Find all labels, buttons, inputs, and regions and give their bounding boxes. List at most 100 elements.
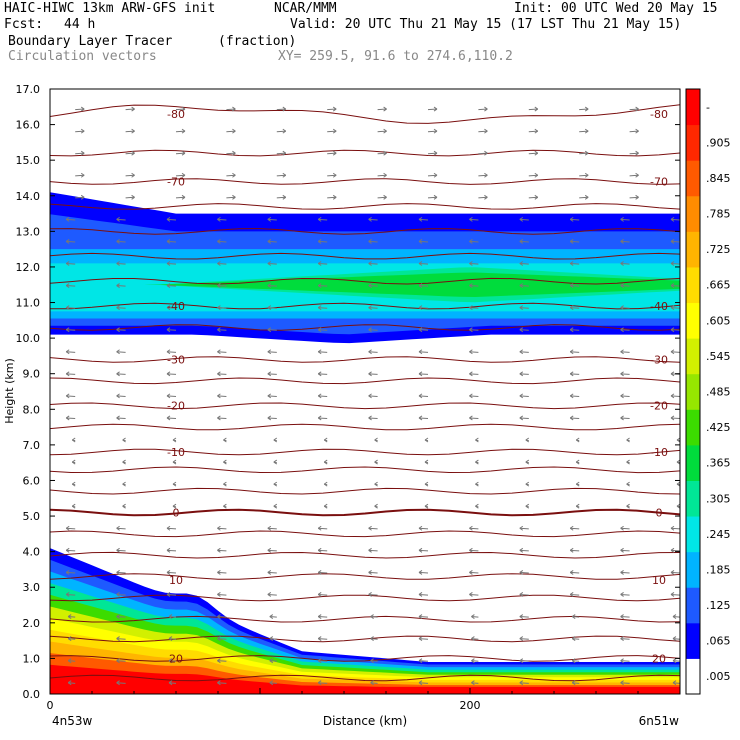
field-name: Boundary Layer Tracer (8, 34, 173, 49)
vector-arrow (217, 351, 227, 353)
vector-arrow (116, 593, 126, 596)
vector-arrow (68, 660, 76, 662)
vector-arrow (318, 571, 328, 574)
vector-arrow-head (166, 393, 171, 399)
vector-arrow-head (368, 239, 372, 244)
vector-arrow-head (217, 680, 221, 686)
vector-arrow-head (534, 150, 539, 156)
vector-arrow (670, 527, 680, 530)
vector-arrow (116, 571, 126, 574)
vector-arrow (116, 262, 126, 265)
vector-arrow-head (569, 569, 574, 575)
vector-arrow-head (525, 503, 530, 509)
vector-arrow (166, 307, 177, 309)
vector-arrow (166, 593, 177, 596)
vector-arrow (166, 549, 177, 552)
vector-arrow-head (217, 283, 221, 288)
vector-arrow (469, 527, 479, 530)
colorbar-swatch (686, 160, 700, 197)
vector-arrow-head (217, 658, 221, 664)
vector-arrow (217, 285, 227, 287)
vector-arrow-head (217, 569, 221, 575)
vector-arrow (226, 196, 236, 199)
vector-arrow-head (267, 592, 272, 597)
vector-arrow-head (370, 658, 374, 664)
vector-arrow-head (368, 393, 372, 399)
temperature-contour (50, 324, 680, 331)
vector-arrow (368, 262, 378, 265)
colorbar-label: .305 (706, 492, 731, 505)
vector-arrow (469, 593, 479, 596)
vector-arrow-head (217, 393, 221, 399)
vector-arrow-head (67, 680, 72, 686)
temperature-contour (50, 377, 680, 385)
vector-arrow-head (122, 437, 126, 443)
vector-arrow (670, 329, 680, 331)
vector-arrow (469, 240, 479, 243)
vector-arrow (318, 307, 328, 309)
vector-arrow-head (122, 459, 126, 465)
vector-arrow-head (323, 481, 328, 487)
vector-arrow-head (232, 172, 236, 178)
vector-arrow (620, 329, 630, 331)
vector-arrow (519, 240, 529, 243)
vector-arrow-head (116, 239, 120, 244)
vector-arrow-head (475, 481, 479, 487)
vector-arrow-head (166, 305, 171, 311)
colorbar-swatch (686, 551, 700, 588)
vector-arrow (269, 682, 277, 684)
vector-arrow-head (534, 172, 539, 178)
vector-arrow (166, 218, 177, 221)
vector-arrow (116, 373, 126, 375)
vector-arrow-head (575, 481, 580, 487)
vector-arrow (217, 571, 227, 574)
vector-arrow-head (469, 569, 473, 575)
vector-arrow-head (269, 680, 274, 686)
vector-arrow-head (368, 261, 372, 266)
vector-arrow (418, 307, 429, 309)
vector-arrow-head (433, 194, 438, 200)
x-axis: 0 200 (47, 688, 681, 712)
vector-arrow-head (569, 239, 574, 244)
vector-arrow-head (569, 283, 574, 288)
vector-arrow-head (71, 481, 76, 487)
vector-arrow-head (418, 261, 423, 266)
colorbar-swatch (686, 516, 700, 553)
vector-arrow (217, 638, 227, 640)
vector-arrow (427, 108, 438, 111)
vector-arrow-head (317, 327, 322, 333)
vector-arrow-head (131, 172, 135, 178)
vector-arrow-head (575, 503, 580, 509)
vector-arrow (175, 130, 186, 133)
vector-arrow-head (67, 636, 72, 642)
vector-arrow (570, 527, 580, 530)
vector-arrow (116, 682, 126, 684)
y-tick-label: 16.0 (16, 119, 41, 132)
vector-arrow-head (484, 194, 488, 200)
vector-arrow (66, 549, 76, 552)
vector-arrow (125, 130, 135, 133)
plot-frame (49, 88, 681, 695)
vector-arrow-head (569, 216, 574, 222)
y-tick-label: 0.0 (23, 688, 41, 701)
vector-arrow-head (519, 305, 524, 311)
vector-arrow-head (469, 239, 473, 244)
temperature-contour (50, 178, 680, 185)
vector-arrow-head (332, 172, 337, 178)
vector-arrow-head (172, 503, 177, 509)
contour-label: -10 (650, 446, 668, 459)
vector-arrow (217, 682, 227, 684)
vector-arrow-head (131, 128, 135, 134)
vector-arrow-head (626, 481, 630, 487)
vector-arrow-head (166, 592, 171, 597)
contour-label: -20 (650, 400, 668, 413)
vector-arrow-head (620, 569, 624, 575)
field-units: (fraction) (218, 34, 297, 49)
vector-arrow (620, 417, 630, 420)
vector-arrow (418, 638, 429, 640)
vector-arrow-head (116, 216, 120, 222)
vector-arrow (116, 660, 126, 662)
vector-arrow (175, 108, 186, 111)
vector-arrow (620, 262, 630, 265)
vector-arrow (116, 527, 126, 530)
